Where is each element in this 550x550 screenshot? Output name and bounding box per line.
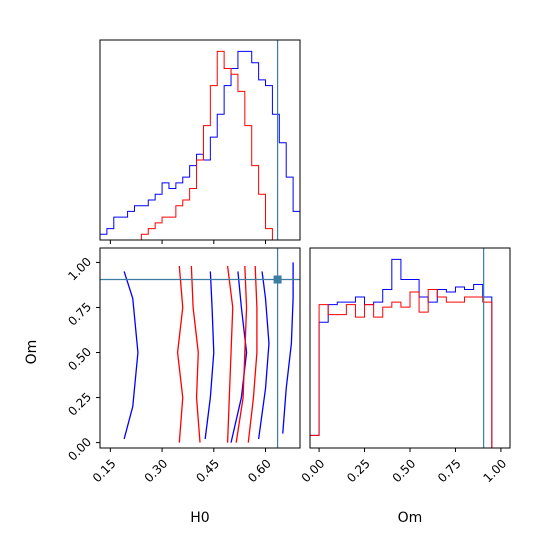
- contour-y-tick-label: 0.00: [65, 435, 94, 464]
- om-x-tick: 1.00: [480, 448, 509, 485]
- contour-y-tick: 0.25: [65, 390, 100, 419]
- x-axis-label-h0: H0: [190, 510, 209, 526]
- contour-y-tick: 0.50: [65, 345, 100, 374]
- contour-frame: [99, 247, 301, 449]
- contour-x-tick-label: 0.30: [142, 456, 171, 485]
- contour-y-tick: 0.75: [65, 300, 100, 329]
- contour-x-tick: 0.60: [245, 448, 274, 485]
- contour-s1-0: [176, 265, 184, 443]
- om-x-tick-label: 0.50: [390, 456, 419, 485]
- contour-y-tick: 1.00: [65, 255, 100, 284]
- contour-y-tick-label: 1.00: [65, 255, 94, 284]
- contour-x-tick: 0.45: [193, 448, 222, 485]
- contour-x-tick: 0.15: [90, 448, 119, 485]
- h0-hist-series-1: [140, 50, 280, 241]
- contour-s1-1: [190, 265, 201, 443]
- om-x-tick-label: 0.25: [344, 456, 373, 485]
- om-hist-frame: [309, 247, 511, 449]
- contour-s1-3: [235, 265, 248, 443]
- om-x-tick: 0.00: [299, 448, 328, 485]
- contour-y-tick-label: 0.25: [65, 390, 94, 419]
- om-marginal-panel: 0.00 0.25 0.50 0.75 1.00: [299, 247, 511, 485]
- contour-s0-0: [123, 271, 139, 440]
- contour-y-tick: 0.00: [65, 435, 100, 464]
- om-x-tick: 0.50: [390, 448, 419, 485]
- contour-y-tick-label: 0.75: [65, 300, 94, 329]
- contour-s0-4: [282, 262, 294, 434]
- h0-hist-frame: [99, 39, 301, 241]
- om-x-tick-label: 1.00: [480, 456, 509, 485]
- h0-hist-series-0: [99, 50, 301, 240]
- contour-y-tick-label: 0.50: [65, 345, 94, 374]
- x-axis-label-om: Om: [398, 510, 423, 526]
- om-hist-series-0: [309, 258, 510, 449]
- h0-marginal-panel: [99, 39, 301, 244]
- om-x-tick-label: 0.75: [435, 456, 464, 485]
- contour-s0-3: [257, 271, 270, 440]
- contour-x-tick: 0.30: [142, 448, 171, 485]
- y-axis-label-om: Om: [24, 340, 40, 365]
- contour-x-tick-label: 0.45: [193, 456, 222, 485]
- contour-s1-4: [247, 265, 258, 443]
- om-x-tick: 0.75: [435, 448, 464, 485]
- om-hist-series-1: [309, 289, 510, 449]
- contour-x-tick-label: 0.60: [245, 456, 274, 485]
- h0-om-contour-panel: 0.15 0.30 0.45 0.60 0.00 0.25 0.50 0.75 1.00: [65, 247, 301, 485]
- om-x-tick: 0.25: [344, 448, 373, 485]
- contour-s0-2: [230, 271, 248, 443]
- om-x-tick-label: 0.00: [299, 456, 328, 485]
- contour-s0-1: [204, 271, 215, 440]
- contour-truth-marker: [273, 275, 282, 284]
- contour-x-tick-label: 0.15: [90, 456, 119, 485]
- contour-s1-2: [226, 265, 234, 443]
